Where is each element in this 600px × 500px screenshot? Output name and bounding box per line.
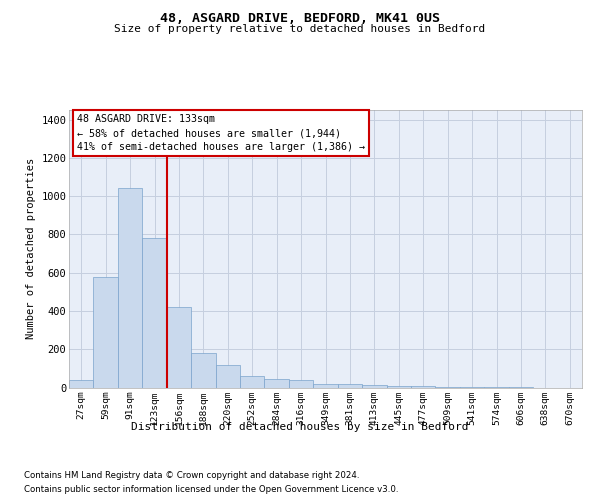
Bar xyxy=(460,387,484,388)
Bar xyxy=(411,386,436,388)
Bar xyxy=(265,379,289,388)
Bar xyxy=(118,188,142,388)
Text: Size of property relative to detached houses in Bedford: Size of property relative to detached ho… xyxy=(115,24,485,34)
Text: Contains public sector information licensed under the Open Government Licence v3: Contains public sector information licen… xyxy=(24,485,398,494)
Text: 48, ASGARD DRIVE, BEDFORD, MK41 0US: 48, ASGARD DRIVE, BEDFORD, MK41 0US xyxy=(160,12,440,26)
Bar xyxy=(338,384,362,388)
Text: Contains HM Land Registry data © Crown copyright and database right 2024.: Contains HM Land Registry data © Crown c… xyxy=(24,471,359,480)
Bar xyxy=(94,278,118,388)
Bar xyxy=(69,380,94,388)
Bar xyxy=(436,386,460,388)
Y-axis label: Number of detached properties: Number of detached properties xyxy=(26,158,35,340)
Bar xyxy=(215,364,240,388)
Bar xyxy=(289,380,313,388)
Bar xyxy=(167,307,191,388)
Text: 48 ASGARD DRIVE: 133sqm
← 58% of detached houses are smaller (1,944)
41% of semi: 48 ASGARD DRIVE: 133sqm ← 58% of detache… xyxy=(77,114,365,152)
Bar xyxy=(313,384,338,388)
Bar xyxy=(386,386,411,388)
Bar xyxy=(362,384,386,388)
Bar xyxy=(142,238,167,388)
Bar xyxy=(240,376,265,388)
Text: Distribution of detached houses by size in Bedford: Distribution of detached houses by size … xyxy=(131,422,469,432)
Bar xyxy=(191,353,215,388)
